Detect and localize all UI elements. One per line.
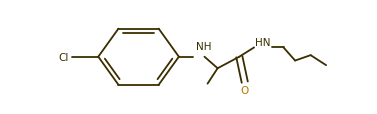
Text: Cl: Cl — [59, 52, 69, 62]
Text: O: O — [241, 85, 249, 95]
Text: HN: HN — [255, 38, 270, 48]
Text: NH: NH — [196, 41, 211, 51]
